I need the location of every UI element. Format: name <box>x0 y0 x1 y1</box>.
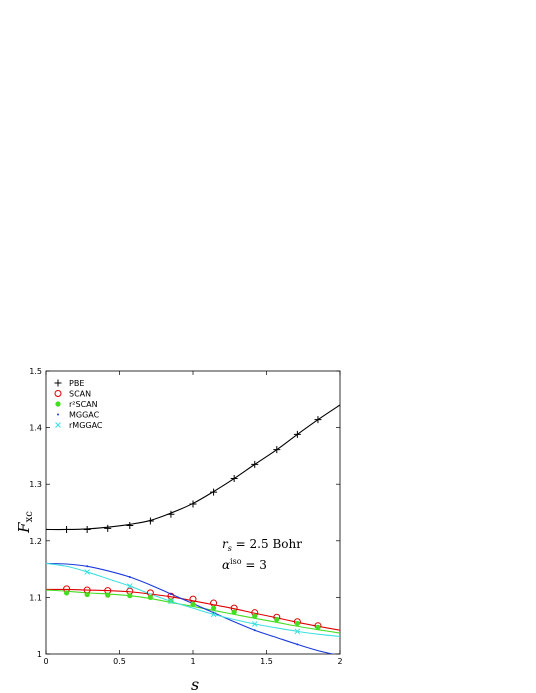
data-point-r-scan <box>147 594 153 601</box>
data-point-pbe <box>314 416 322 424</box>
legend-marker-pbe <box>54 379 62 387</box>
x-tick-label: 1.5 <box>260 657 273 666</box>
data-point-rmggac <box>294 628 301 635</box>
y-tick-label: 1.1 <box>29 593 42 602</box>
data-point-mggac <box>169 593 172 596</box>
data-point-r-scan <box>84 591 90 598</box>
data-point-pbe <box>230 475 238 483</box>
legend-label-rmggac: rMGGAC <box>69 421 103 430</box>
data-point-mggac <box>128 576 131 579</box>
y-tick-label: 1.2 <box>29 537 42 546</box>
legend-label-r-scan: r²SCAN <box>69 400 98 409</box>
data-point-rmggac <box>251 621 258 627</box>
data-point-r-scan <box>63 590 70 596</box>
data-point-pbe <box>210 488 218 496</box>
y-axis-label-main: F <box>15 522 33 534</box>
y-axis-label-sub: xc <box>24 511 35 523</box>
data-point-r-scan <box>210 605 217 611</box>
data-point-mggac <box>296 643 299 646</box>
y-tick-label: 1 <box>37 650 42 659</box>
legend-marker-r-scan <box>55 401 61 407</box>
data-point-r-scan <box>294 620 300 627</box>
legend-marker-rmggac <box>55 422 61 428</box>
data-point-pbe <box>126 522 134 530</box>
data-point-pbe <box>167 510 175 518</box>
legend-label-scan: SCAN <box>69 390 91 399</box>
data-point-r-scan <box>105 592 111 598</box>
legend-marker-scan <box>54 390 62 397</box>
data-point-r-scan <box>190 601 196 607</box>
legend-marker-mggac <box>57 413 59 416</box>
data-point-r-scan <box>315 624 321 630</box>
data-point-pbe <box>251 460 259 468</box>
data-point-rmggac <box>126 583 133 589</box>
data-point-rmggac <box>168 598 174 605</box>
x-tick-label: 2 <box>337 657 342 666</box>
series-markers <box>63 416 322 646</box>
data-point-mggac <box>86 565 89 568</box>
x-axis-label: s <box>191 675 199 693</box>
series-line-scan <box>46 588 340 631</box>
data-point-pbe <box>189 500 197 508</box>
data-point-pbe <box>146 517 154 525</box>
data-point-r-scan <box>127 593 133 599</box>
data-point-mggac <box>253 629 256 632</box>
annotation-rs: rs = 2.5 Bohr <box>222 537 302 553</box>
x-tick-label: 0 <box>43 657 48 666</box>
y-tick-label: 1.4 <box>29 424 42 433</box>
legend-label-pbe: PBE <box>69 379 84 388</box>
data-point-rmggac <box>84 569 91 575</box>
x-tick-label: 0.5 <box>113 657 126 666</box>
y-axis-label: Fxc <box>15 511 35 534</box>
tick-group: 0 0.5 1 1.5 2 1 1.1 1.2 1.3 1.4 1.5 <box>29 367 342 666</box>
data-point-pbe <box>83 525 91 533</box>
series-line-rmggac <box>46 562 340 638</box>
data-point-pbe <box>63 525 71 533</box>
data-point-pbe <box>273 446 281 454</box>
data-point-r-scan <box>252 613 258 619</box>
data-point-pbe <box>293 430 301 438</box>
y-tick-label: 1.3 <box>29 480 42 489</box>
y-tick-label: 1.5 <box>29 367 42 376</box>
legend-label-mggac: MGGAC <box>69 411 100 420</box>
data-point-r-scan <box>274 616 280 623</box>
data-point-rmggac <box>210 611 217 618</box>
annotation-alpha: αiso = 3 <box>222 557 267 572</box>
x-tick-label: 1 <box>190 657 195 666</box>
data-point-pbe <box>104 524 112 532</box>
data-point-r-scan <box>231 609 237 615</box>
